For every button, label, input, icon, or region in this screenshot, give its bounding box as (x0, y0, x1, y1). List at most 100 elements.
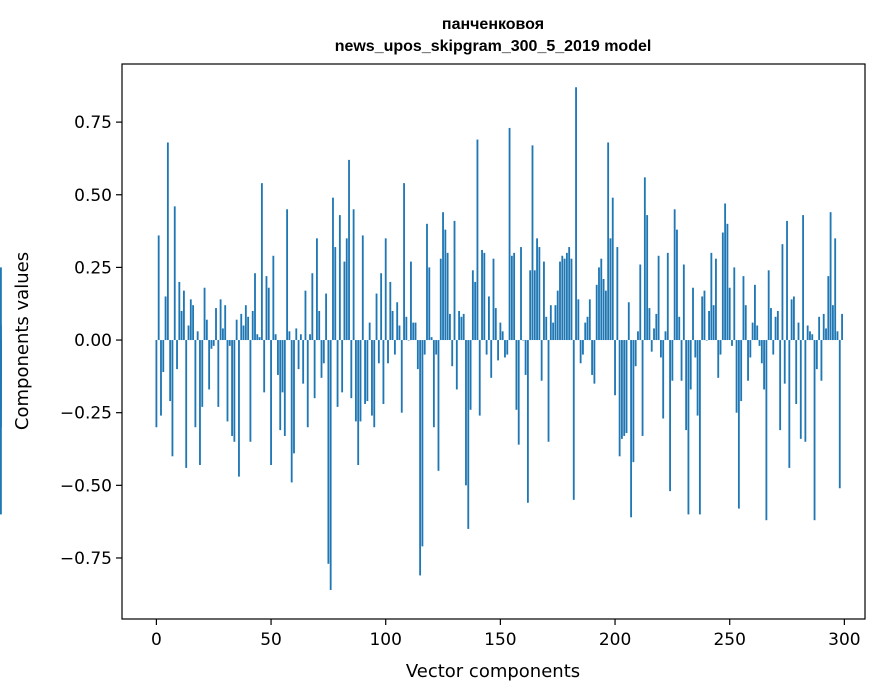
bar (384, 238, 387, 341)
bar (504, 340, 506, 358)
bar (481, 249, 483, 341)
bar (682, 264, 685, 341)
bar (169, 340, 172, 402)
bar (545, 316, 548, 341)
bar (201, 340, 204, 407)
bar (540, 340, 543, 381)
bar (354, 340, 357, 422)
bar (449, 313, 451, 341)
bar (742, 276, 745, 341)
bar (655, 313, 658, 341)
bar (616, 247, 619, 341)
bar (451, 340, 454, 367)
bar (173, 206, 176, 341)
x-tick-label: 100 (369, 630, 401, 650)
bar (554, 305, 557, 341)
bar (676, 229, 678, 341)
bar (733, 267, 736, 341)
bar (407, 340, 410, 341)
y-axis-label: Components values (12, 252, 33, 430)
bar (485, 340, 488, 355)
bar (568, 247, 571, 341)
bar (818, 316, 821, 341)
bar (210, 340, 213, 349)
bar (382, 340, 385, 404)
chart-subtitle: news_upos_skipgram_300_5_2019 model (335, 38, 652, 55)
bar (162, 340, 165, 373)
y-tick-label: −0.75 (60, 549, 112, 569)
bar (510, 255, 513, 341)
bar (332, 197, 334, 341)
bar (577, 299, 580, 341)
bar (309, 334, 311, 341)
bar (788, 340, 791, 468)
bar (373, 340, 376, 428)
bar (240, 313, 243, 341)
bar (717, 340, 720, 378)
bar (813, 340, 816, 521)
bar (831, 305, 834, 341)
bar (231, 340, 233, 436)
bar (708, 310, 710, 341)
bar (260, 183, 263, 341)
bar (393, 340, 396, 355)
bar (680, 340, 683, 381)
bar (270, 340, 272, 465)
bar (678, 316, 681, 341)
bar (421, 340, 424, 547)
bar (226, 340, 229, 422)
bar (572, 340, 575, 500)
bar (336, 340, 339, 407)
bar (834, 238, 837, 341)
bar (765, 340, 768, 521)
bar (625, 340, 628, 434)
bar (428, 267, 431, 341)
x-tick-label: 50 (260, 630, 282, 650)
bar (426, 223, 428, 341)
bar (199, 340, 201, 465)
bar (749, 340, 752, 358)
bar (584, 322, 587, 341)
bar (277, 340, 279, 375)
bar (185, 340, 188, 468)
bar (474, 281, 477, 341)
bar (178, 281, 181, 341)
bar (343, 261, 346, 341)
bar (641, 340, 644, 436)
bar (792, 296, 795, 341)
bar (478, 340, 481, 416)
x-tick-label: 150 (484, 630, 516, 650)
bar (790, 299, 793, 341)
bar (657, 255, 660, 341)
bar (295, 328, 298, 341)
bar (465, 340, 467, 486)
bar (215, 308, 217, 341)
y-tick-label: 0.00 (74, 331, 112, 351)
bar (692, 287, 694, 341)
bar (366, 340, 369, 402)
bar (524, 340, 527, 375)
bar (536, 238, 538, 341)
bar (345, 238, 348, 341)
bar (710, 252, 713, 341)
bar (171, 340, 174, 457)
bar (435, 340, 438, 355)
bar (797, 322, 800, 341)
bar (698, 340, 701, 515)
bar (767, 270, 770, 341)
bar (160, 340, 162, 416)
bar (217, 340, 220, 407)
bar (203, 287, 206, 341)
bar (235, 319, 238, 341)
bar (533, 270, 536, 341)
bar (350, 340, 353, 399)
bar (529, 270, 532, 341)
bar (659, 340, 662, 358)
bar (522, 340, 525, 341)
bar (549, 305, 552, 341)
plot-frame (121, 63, 866, 620)
bar (453, 220, 456, 341)
bar (302, 340, 305, 384)
bar (570, 258, 573, 341)
